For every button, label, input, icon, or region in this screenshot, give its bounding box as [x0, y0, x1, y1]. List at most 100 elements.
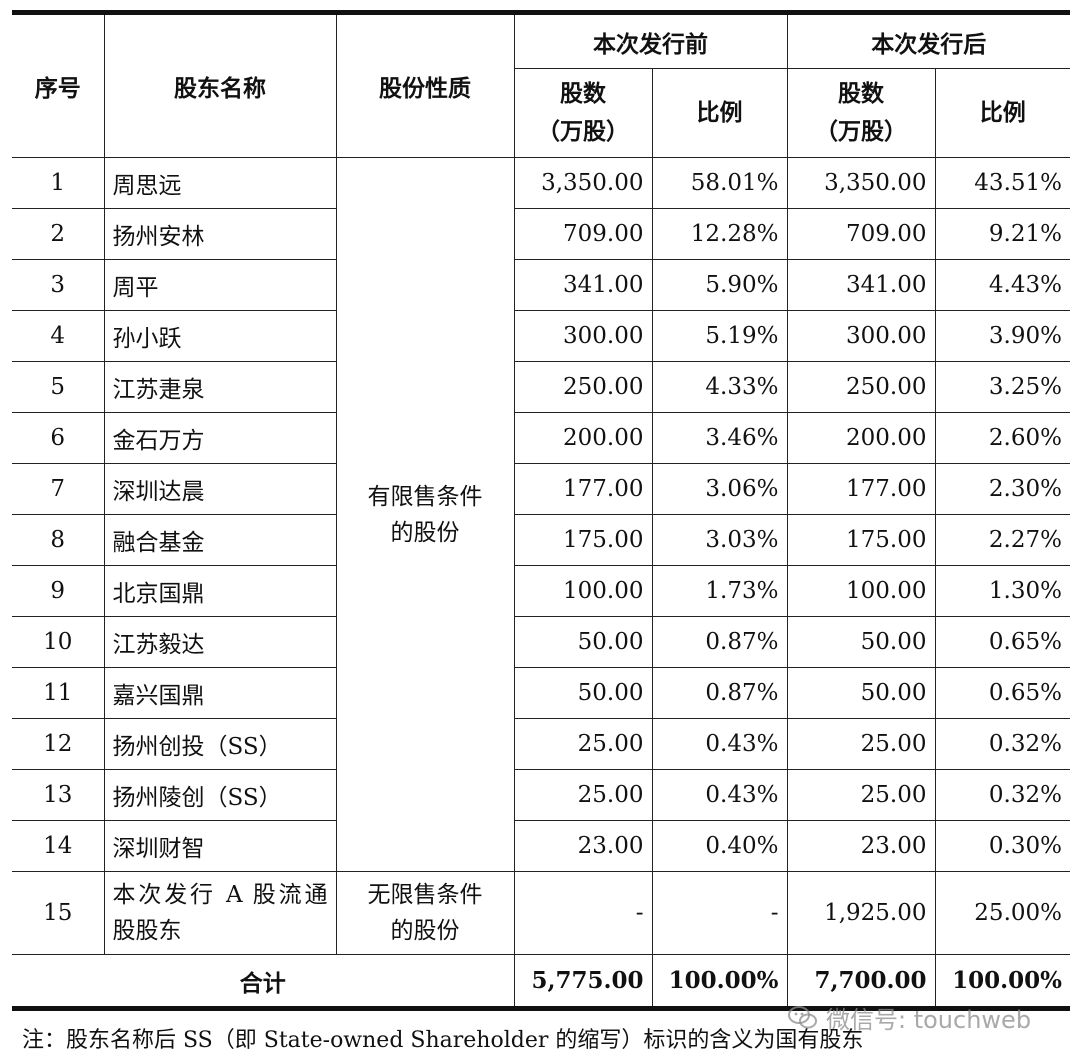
cell-seq: 12 — [12, 718, 105, 770]
cell-after-ratio: 1.30% — [934, 565, 1070, 617]
cell-before-ratio: 3.06% — [651, 463, 788, 515]
table-row: 8 融合基金 175.00 3.03% 175.00 2.27% — [12, 514, 1070, 566]
cell-before-shares: 250.00 — [513, 361, 653, 413]
header-shares-unit: （万股） — [815, 119, 907, 145]
table-row: 12 扬州创投（SS） 25.00 0.43% 25.00 0.32% — [12, 718, 1070, 770]
table-row: 1 周思远 有限售条件 的股份 3,350.00 58.01% 3,350.00 43.51% — [12, 157, 1070, 872]
cell-seq: 10 — [12, 616, 105, 668]
header-before-issuance: 本次发行前 — [513, 12, 788, 69]
cell-shareholder-name: 深圳财智 — [103, 820, 337, 872]
cell-after-shares: 300.00 — [786, 310, 936, 362]
cell-before-shares: 3,350.00 — [513, 157, 653, 209]
cell-after-shares: 250.00 — [786, 361, 936, 413]
cell-before-shares: 200.00 — [513, 412, 653, 464]
cell-before-shares: 23.00 — [513, 820, 653, 872]
cell-after-ratio: 2.30% — [934, 463, 1070, 515]
cell-shareholder-name: 金石万方 — [103, 412, 337, 464]
cell-before-shares: 341.00 — [513, 259, 653, 311]
cell-after-ratio: 2.60% — [934, 412, 1070, 464]
cell-before-shares: 25.00 — [513, 769, 653, 821]
watermark-text: 微信号: touchweb — [826, 1006, 1032, 1034]
cell-before-ratio: 0.87% — [651, 616, 788, 668]
cell-before-ratio: 5.90% — [651, 259, 788, 311]
cell-before-shares: 100.00 — [513, 565, 653, 617]
cell-before-ratio: 4.33% — [651, 361, 788, 413]
cell-seq: 3 — [12, 259, 105, 311]
table-row: 13 扬州陵创（SS） 25.00 0.43% 25.00 0.32% — [12, 769, 1070, 821]
table-row: 15 本次发行 A 股流通股股东 无限售条件 的股份 - - 1,925.00 … — [12, 871, 1070, 955]
cell-after-shares: 25.00 — [786, 769, 936, 821]
cell-seq: 7 — [12, 463, 105, 515]
cell-shareholder-name: 孙小跃 — [103, 310, 337, 362]
cell-before-ratio: 0.87% — [651, 667, 788, 719]
header-before-shares: 股数 （万股） — [514, 68, 653, 158]
cell-before-ratio: 5.19% — [651, 310, 788, 362]
header-row-1: 序号 股东名称 股份性质 本次发行前 本次发行后 — [12, 12, 1070, 158]
cell-shareholder-name: 本次发行 A 股流通股股东 — [103, 871, 337, 955]
cell-after-ratio: 9.21% — [934, 208, 1070, 260]
cell-before-shares: 175.00 — [513, 514, 653, 566]
cell-shareholder-name: 深圳达晨 — [103, 463, 337, 515]
cell-shareholder-name: 扬州陵创（SS） — [103, 769, 337, 821]
header-shareholder-name: 股东名称 — [103, 12, 337, 158]
cell-before-shares: 177.00 — [513, 463, 653, 515]
table-row: 5 江苏疌泉 250.00 4.33% 250.00 3.25% — [12, 361, 1070, 413]
table-row: 4 孙小跃 300.00 5.19% 300.00 3.90% — [12, 310, 1070, 362]
cell-shareholder-name: 江苏疌泉 — [103, 361, 337, 413]
cell-before-shares: - — [513, 871, 653, 955]
cell-seq: 1 — [12, 157, 105, 209]
cell-before-ratio: 0.43% — [651, 769, 788, 821]
cell-before-ratio: 3.03% — [651, 514, 788, 566]
cell-before-ratio: 1.73% — [651, 565, 788, 617]
wechat-icon — [788, 1005, 817, 1028]
cell-seq: 15 — [12, 871, 105, 955]
cell-after-ratio: 0.30% — [934, 820, 1070, 872]
cell-shareholder-name: 周思远 — [103, 157, 337, 209]
cell-before-ratio: 0.40% — [651, 820, 788, 872]
cell-seq: 2 — [12, 208, 105, 260]
header-after-issuance: 本次发行后 — [786, 12, 1070, 69]
cell-after-shares: 25.00 — [786, 718, 936, 770]
cell-after-shares: 341.00 — [786, 259, 936, 311]
cell-shareholder-name: 融合基金 — [103, 514, 337, 566]
cell-shareholder-name: 嘉兴国鼎 — [103, 667, 337, 719]
header-shares-label: 股数 — [838, 81, 884, 107]
table-footnote: 注：股东名称后 SS（即 State-owned Shareholder 的缩写… — [22, 1028, 864, 1053]
shareholding-table-frame: 序号 股东名称 股份性质 本次发行前 本次发行后 股数 （万股） 比例 股数 （… — [12, 10, 1070, 1011]
header-seq: 序号 — [12, 12, 105, 158]
cell-after-shares: 177.00 — [786, 463, 936, 515]
total-after-shares: 7,700.00 — [786, 954, 936, 1009]
cell-before-ratio: 58.01% — [651, 157, 788, 209]
total-before-shares: 5,775.00 — [513, 954, 653, 1009]
table-row: 10 江苏毅达 50.00 0.87% 50.00 0.65% — [12, 616, 1070, 668]
cell-after-ratio: 2.27% — [934, 514, 1070, 566]
unrestricted-label-line2: 的股份 — [390, 918, 460, 944]
cell-after-ratio: 0.65% — [934, 667, 1070, 719]
cell-seq: 5 — [12, 361, 105, 413]
table-row: 11 嘉兴国鼎 50.00 0.87% 50.00 0.65% — [12, 667, 1070, 719]
cell-after-ratio: 3.90% — [934, 310, 1070, 362]
total-after-ratio: 100.00% — [934, 954, 1070, 1009]
cell-after-shares: 50.00 — [786, 667, 936, 719]
cell-before-ratio: 0.43% — [651, 718, 788, 770]
cell-after-ratio: 0.32% — [934, 718, 1070, 770]
cell-before-ratio: 12.28% — [651, 208, 788, 260]
cell-after-shares: 1,925.00 — [786, 871, 936, 955]
cell-seq: 14 — [12, 820, 105, 872]
cell-shareholder-name: 北京国鼎 — [103, 565, 337, 617]
cell-after-shares: 100.00 — [786, 565, 936, 617]
cell-shareholder-name: 周平 — [103, 259, 337, 311]
cell-before-shares: 25.00 — [513, 718, 653, 770]
cell-seq: 13 — [12, 769, 105, 821]
table-row: 7 深圳达晨 177.00 3.06% 177.00 2.30% — [12, 463, 1070, 515]
header-shares-label: 股数 — [560, 81, 606, 107]
restricted-label-line1: 有限售条件 — [367, 483, 483, 510]
wechat-watermark: 微信号: touchweb — [788, 1000, 1031, 1035]
table-row: 6 金石万方 200.00 3.46% 200.00 2.60% — [12, 412, 1070, 464]
table-row: 2 扬州安林 709.00 12.28% 709.00 9.21% — [12, 208, 1070, 260]
cell-after-shares: 175.00 — [786, 514, 936, 566]
cell-after-shares: 23.00 — [786, 820, 936, 872]
cell-shareholder-name: 扬州安林 — [103, 208, 337, 260]
cell-before-shares: 50.00 — [513, 667, 653, 719]
cell-share-nature-unrestricted: 无限售条件 的股份 — [335, 871, 515, 955]
